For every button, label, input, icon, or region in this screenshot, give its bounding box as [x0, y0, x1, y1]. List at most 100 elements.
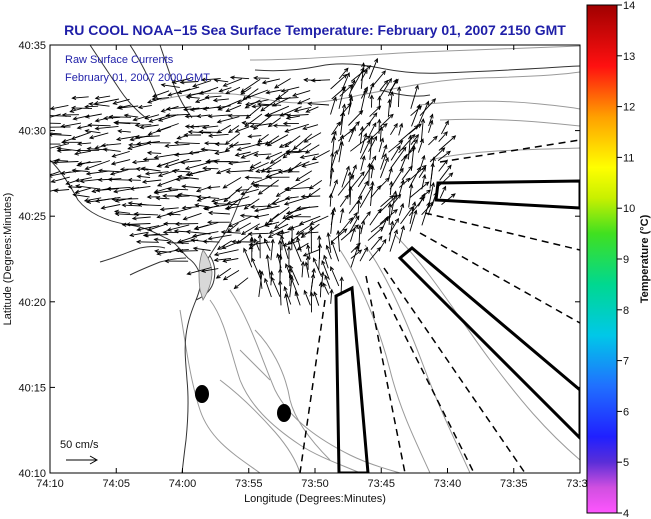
colorbar-ticks: 14 13 12 11 10 9 8 7 6 5 4: [617, 0, 635, 519]
current-vector: [222, 258, 239, 263]
current-vector: [139, 124, 159, 130]
current-vector: [380, 153, 387, 170]
x-tick-label: 74:00: [169, 478, 197, 490]
colorbar-tick-label: 4: [623, 508, 629, 519]
x-tick-label: 73:45: [367, 478, 395, 490]
current-vector: [389, 180, 394, 196]
current-vector: [359, 246, 368, 262]
current-vector: [309, 215, 329, 225]
current-vector: [228, 160, 251, 166]
current-vector: [350, 249, 363, 259]
current-vector: [75, 184, 101, 190]
current-vector: [348, 195, 363, 214]
current-vector: [119, 167, 139, 172]
current-vector: [323, 254, 329, 269]
current-vector: [380, 194, 395, 208]
current-vector: [280, 234, 289, 259]
current-vector: [299, 231, 319, 236]
current-vector: [236, 95, 250, 105]
current-vector: [111, 150, 130, 158]
current-vector: [381, 144, 388, 160]
current-vector: [318, 281, 324, 298]
current-vector: [399, 177, 411, 188]
current-vector: [387, 98, 392, 118]
current-vector: [155, 196, 170, 201]
current-vector: [77, 160, 102, 166]
current-vector: [115, 135, 139, 142]
current-vector: [441, 193, 456, 205]
current-vector: [184, 161, 211, 171]
current-vector: [358, 180, 369, 199]
current-vector: [439, 164, 452, 181]
current-vector: [50, 122, 61, 124]
current-vector: [368, 135, 378, 153]
current-vector: [358, 121, 371, 136]
current-vector: [53, 188, 70, 193]
current-vector: [317, 243, 323, 270]
current-vector: [183, 132, 202, 138]
current-vector: [418, 100, 430, 125]
current-vector: [326, 231, 332, 253]
current-vector: [245, 99, 269, 107]
current-vector: [286, 113, 309, 118]
current-vector: [213, 249, 239, 257]
current-vector: [288, 272, 299, 297]
current-vector: [257, 134, 269, 143]
current-vector: [330, 266, 340, 287]
current-vector: [146, 150, 162, 156]
current-vector: [207, 114, 231, 119]
scale-label: 50 cm/s: [60, 439, 99, 451]
current-vector: [121, 203, 141, 208]
current-vector: [156, 213, 170, 219]
current-vector: [148, 114, 171, 123]
current-vector: [211, 197, 231, 203]
current-vector: [252, 183, 279, 188]
current-vector: [261, 78, 281, 85]
current-vector: [165, 106, 192, 111]
current-vector: [249, 123, 272, 129]
current-vector: [227, 113, 251, 119]
current-vector: [207, 210, 230, 216]
current-vector: [339, 217, 354, 234]
current-vector: [269, 151, 289, 164]
current-vector: [265, 89, 282, 95]
current-vector: [339, 194, 349, 207]
current-vector: [202, 106, 219, 111]
current-vector: [241, 120, 261, 126]
current-vector: [277, 169, 300, 174]
current-vector: [131, 216, 151, 221]
x-tick-label: 73:50: [301, 478, 329, 490]
current-vector: [213, 159, 239, 164]
current-vector: [123, 113, 139, 118]
current-vector: [253, 205, 280, 213]
current-vector: [121, 222, 141, 227]
current-vector: [398, 122, 404, 136]
current-vector: [302, 248, 320, 257]
current-vector: [60, 122, 82, 129]
x-tick-label: 73:55: [235, 478, 263, 490]
current-vector: [240, 87, 252, 95]
current-vector: [157, 114, 179, 122]
current-vector: [225, 104, 242, 113]
current-vector: [303, 289, 311, 306]
current-vector: [94, 125, 119, 131]
current-vector: [349, 171, 365, 190]
current-vector: [107, 177, 132, 182]
current-vector: [339, 276, 344, 296]
current-vector: [264, 221, 280, 228]
colorbar: 14 13 12 11 10 9 8 7 6 5 4 Temperature (°C): [586, 0, 651, 519]
current-vector: [338, 86, 346, 109]
current-vector: [367, 226, 384, 241]
current-vector: [340, 224, 360, 241]
current-vector: [127, 177, 141, 183]
current-vector: [156, 177, 180, 187]
current-vector: [164, 158, 190, 169]
current-vector: [181, 184, 202, 189]
current-vector: [137, 202, 162, 207]
current-vector: [390, 122, 398, 136]
current-vector: [249, 236, 254, 261]
current-vector: [274, 78, 291, 89]
current-vector: [379, 113, 394, 128]
current-vector: [71, 168, 89, 173]
